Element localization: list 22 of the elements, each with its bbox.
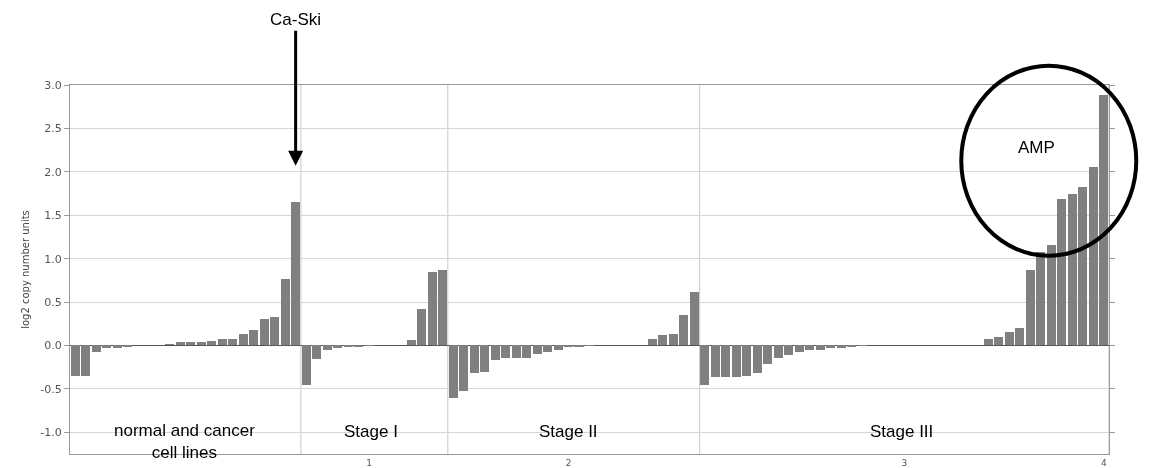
annotation: normal and cancer cell lines <box>114 421 256 463</box>
annotation: AMP <box>1018 138 1055 157</box>
bar <box>700 345 710 385</box>
y-tick-label: 0.0 <box>44 339 62 353</box>
y-axis-title: log2 copy number units <box>20 210 32 329</box>
x-tick-label: 1 <box>366 457 372 468</box>
y-tick-label: 3.0 <box>44 78 62 92</box>
y-tick-label: 0.5 <box>44 295 62 309</box>
x-tick-label: 3 <box>901 457 908 468</box>
annotation: Stage I <box>344 422 398 441</box>
bar <box>689 291 699 346</box>
text: Ca-Ski <box>270 10 322 29</box>
y-tick-label: 1.5 <box>44 209 62 223</box>
x-tick-label: 4 <box>1100 457 1107 468</box>
y-tick-label: -0.5 <box>40 382 62 396</box>
y-tick-label: 1.0 <box>44 252 62 266</box>
annotation: Stage II <box>539 422 598 441</box>
y-tick-label: 2.0 <box>44 165 62 179</box>
y-tick-label: -1.0 <box>40 426 62 440</box>
x-tick-label: 2 <box>565 457 572 468</box>
y-tick-label: 2.5 <box>44 122 62 136</box>
annotation: Stage III <box>870 422 934 441</box>
